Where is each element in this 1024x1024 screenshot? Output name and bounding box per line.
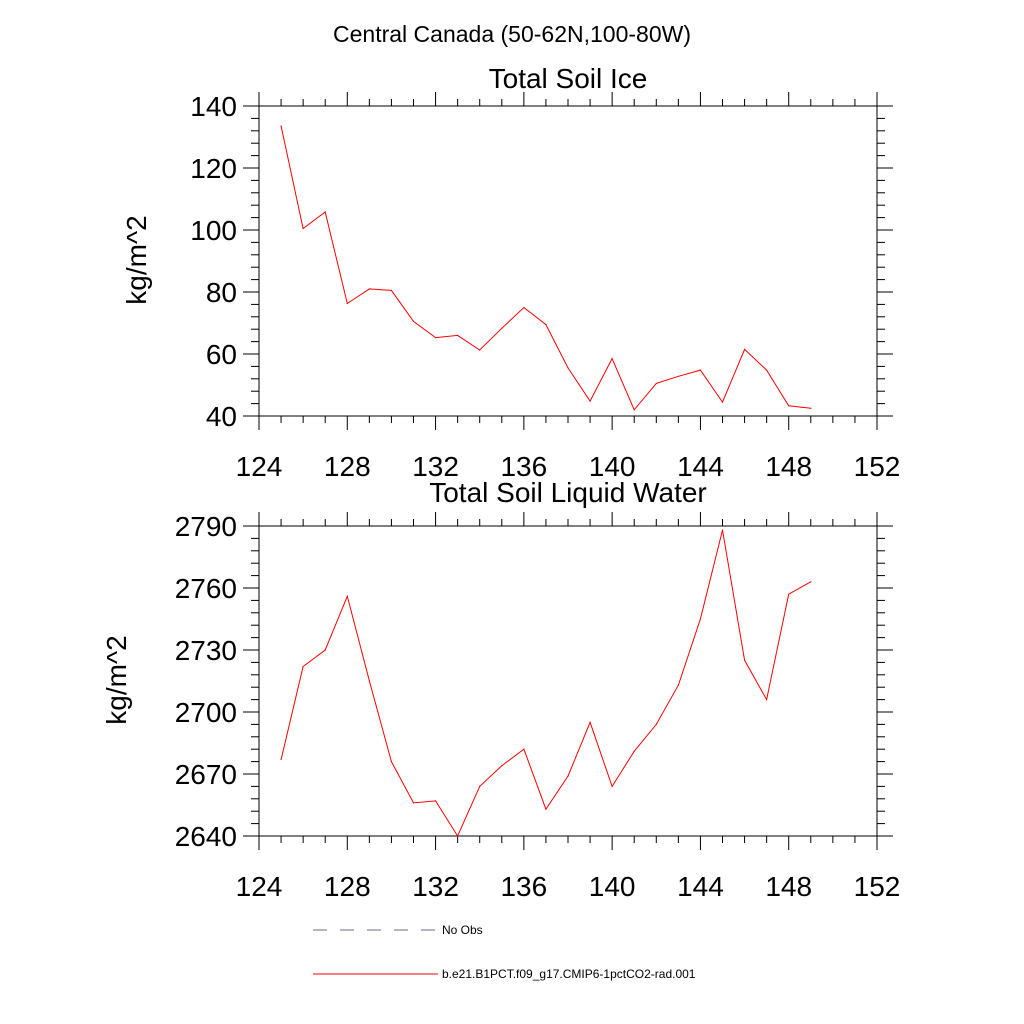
data-point xyxy=(721,529,724,531)
y-tick-label: 2760 xyxy=(175,573,237,604)
data-point xyxy=(567,775,569,777)
x-tick-label: 144 xyxy=(677,451,724,482)
x-tick-label: 152 xyxy=(854,451,901,482)
data-point xyxy=(435,337,437,339)
y-axis-label: kg/m^2 xyxy=(101,635,132,724)
data-point xyxy=(788,593,790,595)
data-point xyxy=(655,723,657,726)
data-point xyxy=(567,367,569,369)
x-tick-label: 136 xyxy=(500,451,547,482)
data-point xyxy=(766,369,768,371)
series-line xyxy=(280,529,812,838)
data-point xyxy=(412,320,415,322)
x-tick-label: 124 xyxy=(236,871,283,902)
chart-title: Total Soil Liquid Water xyxy=(429,477,707,508)
y-tick-label: 100 xyxy=(190,215,237,246)
y-tick-label: 2640 xyxy=(175,821,237,852)
data-point xyxy=(810,581,812,583)
data-point xyxy=(633,409,635,411)
data-point xyxy=(412,802,415,804)
data-point xyxy=(390,289,392,291)
data-point xyxy=(633,750,635,752)
data-point xyxy=(744,348,746,350)
data-point xyxy=(523,306,525,309)
data-point xyxy=(501,765,503,767)
legend-label-model-run: b.e21.B1PCT.f09_g17.CMIP6-1pctCO2-rad.00… xyxy=(442,967,696,981)
data-point xyxy=(457,835,459,837)
chart-panel-soil-ice: Total Soil Ice kg/m^2 124 128 132 136 140 144… xyxy=(121,63,900,482)
data-point xyxy=(346,595,348,597)
data-point xyxy=(744,659,746,661)
legend: No Obs b.e21.B1PCT.f09_g17.CMIP6-1pctCO2… xyxy=(313,923,696,981)
data-point xyxy=(280,125,282,127)
data-point xyxy=(699,618,702,620)
data-point xyxy=(346,302,348,305)
x-tick-label: 136 xyxy=(500,871,547,902)
legend-label-no-obs: No Obs xyxy=(442,923,483,937)
x-tick-label: 144 xyxy=(677,871,724,902)
data-point xyxy=(302,227,304,230)
data-point xyxy=(677,375,680,377)
data-point xyxy=(435,800,437,802)
data-point xyxy=(523,748,525,750)
data-point xyxy=(390,761,392,763)
data-point xyxy=(368,680,370,682)
series-line xyxy=(280,125,811,411)
y-axis-label: kg/m^2 xyxy=(121,215,152,304)
data-point xyxy=(611,358,613,360)
data-point xyxy=(545,324,547,326)
data-point xyxy=(611,785,613,788)
y-tick-label: 80 xyxy=(206,277,237,308)
data-point xyxy=(324,211,326,213)
data-point xyxy=(766,699,768,701)
y-tick-label: 140 xyxy=(190,91,237,122)
data-point xyxy=(810,407,812,409)
data-point xyxy=(280,758,282,761)
y-tick-label: 2670 xyxy=(175,759,237,790)
data-point xyxy=(721,401,724,403)
data-point xyxy=(589,721,591,723)
data-point xyxy=(479,785,481,788)
data-point xyxy=(324,649,326,651)
y-tick-label: 40 xyxy=(206,401,237,432)
chart-panel-soil-liquid-water: Total Soil Liquid Water kg/m^2 124 128 132… xyxy=(101,477,900,902)
x-tick-label: 128 xyxy=(324,451,371,482)
data-point xyxy=(501,327,503,329)
y-tick-label: 2730 xyxy=(175,635,237,666)
data-point xyxy=(457,334,459,336)
x-tick-label: 132 xyxy=(412,871,459,902)
data-point xyxy=(788,405,790,407)
y-tick-label: 120 xyxy=(190,153,237,184)
x-tick-label: 124 xyxy=(236,451,283,482)
data-point xyxy=(368,288,370,290)
plot-frame xyxy=(258,105,878,417)
x-tick-label: 140 xyxy=(589,871,636,902)
x-tick-label: 148 xyxy=(765,871,812,902)
y-tick-label: 60 xyxy=(206,339,237,370)
y-tick-label: 2790 xyxy=(175,511,237,542)
figure-title: Central Canada (50-62N,100-80W) xyxy=(333,21,691,47)
data-point xyxy=(479,349,481,351)
x-tick-label: 128 xyxy=(324,871,371,902)
x-tick-label: 152 xyxy=(854,871,901,902)
data-point xyxy=(699,369,702,371)
data-point xyxy=(677,684,680,686)
data-point xyxy=(545,808,547,810)
data-point xyxy=(655,382,657,384)
y-tick-label: 2700 xyxy=(175,697,237,728)
x-tick-label: 132 xyxy=(412,451,459,482)
chart-title: Total Soil Ice xyxy=(489,63,648,94)
x-tick-label: 140 xyxy=(589,451,636,482)
plot-frame xyxy=(258,525,878,837)
x-tick-label: 148 xyxy=(765,451,812,482)
data-point xyxy=(302,665,304,668)
data-point xyxy=(589,400,591,402)
